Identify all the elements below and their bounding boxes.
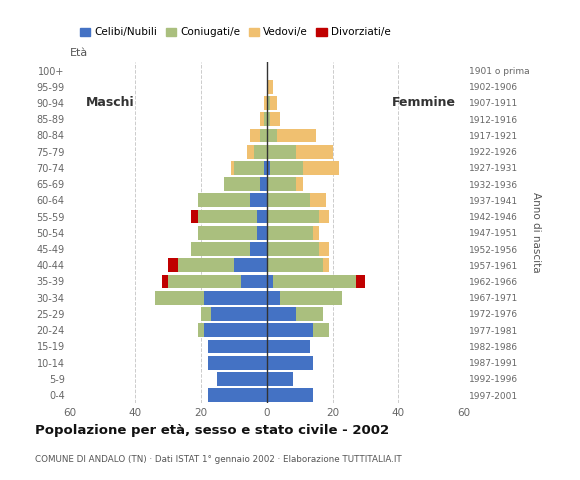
Bar	[198, 226, 257, 240]
Bar	[231, 161, 234, 175]
Bar	[310, 193, 326, 207]
Bar	[296, 145, 332, 158]
Bar	[218, 372, 267, 386]
Bar	[162, 275, 168, 288]
Bar	[267, 372, 293, 386]
Bar	[267, 177, 296, 191]
Bar	[267, 193, 310, 207]
Bar	[178, 258, 234, 272]
Bar	[277, 129, 316, 143]
Bar	[191, 210, 198, 224]
Bar	[168, 258, 178, 272]
Bar	[267, 388, 313, 402]
Bar	[267, 145, 296, 158]
Bar	[267, 339, 310, 353]
Bar	[320, 242, 329, 256]
Text: COMUNE DI ANDALO (TN) · Dati ISTAT 1° gennaio 2002 · Elaborazione TUTTITALIA.IT: COMUNE DI ANDALO (TN) · Dati ISTAT 1° ge…	[35, 455, 401, 464]
Bar	[267, 307, 296, 321]
Bar	[296, 307, 322, 321]
Bar	[251, 129, 260, 143]
Bar	[211, 307, 267, 321]
Bar	[267, 112, 270, 126]
Bar	[204, 323, 267, 337]
Bar	[267, 275, 273, 288]
Bar	[198, 210, 257, 224]
Bar	[313, 226, 320, 240]
Bar	[201, 307, 211, 321]
Bar	[224, 177, 260, 191]
Bar	[263, 112, 267, 126]
Bar	[303, 161, 339, 175]
Bar	[313, 323, 329, 337]
Bar	[267, 291, 280, 305]
Bar	[280, 291, 342, 305]
Bar	[204, 291, 267, 305]
Bar	[155, 291, 204, 305]
Bar	[260, 177, 267, 191]
Text: Popolazione per età, sesso e stato civile - 2002: Popolazione per età, sesso e stato civil…	[35, 424, 389, 437]
Bar	[234, 161, 263, 175]
Bar	[267, 129, 277, 143]
Bar	[208, 388, 267, 402]
Bar	[260, 129, 267, 143]
Bar	[270, 112, 280, 126]
Bar	[273, 275, 356, 288]
Bar	[322, 258, 329, 272]
Bar	[198, 193, 251, 207]
Bar	[191, 242, 251, 256]
Bar	[320, 210, 329, 224]
Bar	[208, 356, 267, 370]
Bar	[267, 356, 313, 370]
Bar	[356, 275, 365, 288]
Bar	[251, 193, 267, 207]
Text: Femmine: Femmine	[392, 96, 456, 109]
Bar	[251, 242, 267, 256]
Bar	[168, 275, 241, 288]
Bar	[247, 145, 253, 158]
Bar	[270, 96, 277, 110]
Bar	[296, 177, 303, 191]
Text: Età: Età	[70, 48, 88, 58]
Bar	[253, 145, 267, 158]
Bar	[263, 161, 267, 175]
Bar	[257, 226, 267, 240]
Bar	[270, 161, 303, 175]
Text: Maschi: Maschi	[86, 96, 135, 109]
Bar	[267, 210, 320, 224]
Bar	[234, 258, 267, 272]
Bar	[263, 96, 267, 110]
Bar	[208, 339, 267, 353]
Legend: Celibi/Nubili, Coniugati/e, Vedovi/e, Divorziati/e: Celibi/Nubili, Coniugati/e, Vedovi/e, Di…	[76, 24, 395, 42]
Bar	[257, 210, 267, 224]
Bar	[241, 275, 267, 288]
Bar	[267, 80, 273, 94]
Bar	[198, 323, 204, 337]
Bar	[267, 226, 313, 240]
Bar	[260, 112, 263, 126]
Bar	[267, 258, 322, 272]
Bar	[267, 323, 313, 337]
Bar	[267, 242, 320, 256]
Y-axis label: Anno di nascita: Anno di nascita	[531, 192, 541, 273]
Bar	[267, 96, 270, 110]
Bar	[267, 161, 270, 175]
